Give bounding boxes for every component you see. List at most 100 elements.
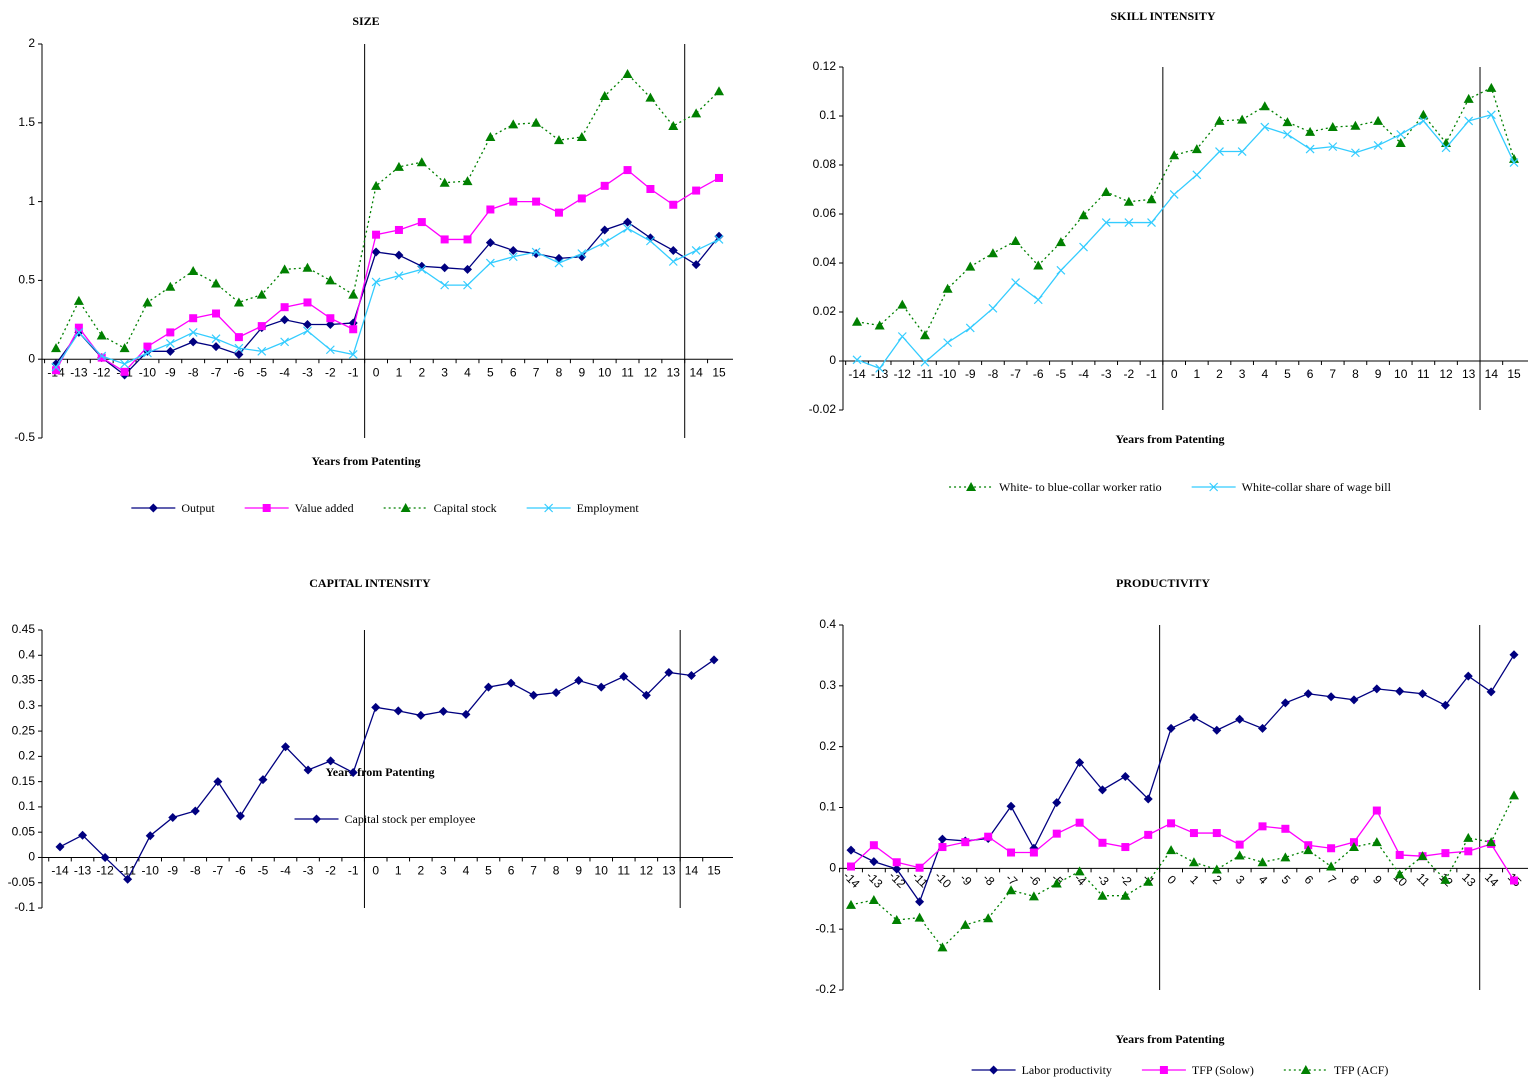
marker <box>1258 723 1268 733</box>
marker <box>1121 843 1130 852</box>
marker <box>686 670 696 680</box>
marker <box>915 897 925 907</box>
chart-title: SKILL INTENSITY <box>1110 9 1215 23</box>
marker <box>1052 829 1061 838</box>
y-tick-label: 0.08 <box>813 157 837 171</box>
marker <box>1007 848 1016 857</box>
x-tick-label: 3 <box>1239 367 1246 381</box>
x-tick-label: 6 <box>1302 872 1317 887</box>
marker <box>1188 857 1199 867</box>
marker <box>257 322 266 331</box>
marker <box>869 841 878 850</box>
marker <box>1441 849 1450 858</box>
marker <box>1257 857 1268 867</box>
marker <box>326 756 336 766</box>
marker <box>1486 110 1496 120</box>
marker <box>1209 482 1219 492</box>
marker <box>869 857 879 867</box>
marker <box>417 264 427 274</box>
marker <box>1079 242 1088 252</box>
marker <box>52 366 60 375</box>
y-tick-label: 1 <box>28 194 35 208</box>
marker <box>508 119 519 129</box>
x-tick-label: -5 <box>1056 367 1067 381</box>
marker <box>119 343 130 353</box>
marker <box>577 252 587 262</box>
marker <box>234 349 244 359</box>
marker <box>965 261 976 271</box>
marker <box>1101 218 1111 227</box>
x-tick-label: -4 <box>280 864 291 878</box>
marker <box>96 330 107 340</box>
legend-label: White- to blue-collar worker ratio <box>999 480 1162 494</box>
marker <box>1097 785 1107 795</box>
marker <box>1123 196 1134 206</box>
x-tick-label: -2 <box>325 864 336 878</box>
marker <box>325 345 335 355</box>
marker <box>966 482 977 491</box>
y-tick-label: 0.02 <box>813 304 837 318</box>
marker <box>1282 117 1293 127</box>
marker <box>691 260 701 270</box>
y-tick-label: -0.5 <box>14 430 35 444</box>
marker <box>485 258 495 268</box>
x-tick-label: 5 <box>487 365 494 379</box>
marker <box>123 874 133 884</box>
marker <box>1372 806 1381 815</box>
x-tick-label: 1 <box>396 365 403 379</box>
marker <box>1169 150 1180 160</box>
x-tick-label: -13 <box>74 864 92 878</box>
marker <box>1509 158 1519 167</box>
x-tick-label: -6 <box>234 365 245 379</box>
marker <box>1033 295 1043 305</box>
y-tick-label: 0.5 <box>18 273 35 287</box>
marker <box>1418 116 1428 126</box>
x-tick-label: 14 <box>689 365 703 379</box>
marker <box>348 289 359 299</box>
x-tick-label: 13 <box>1462 367 1476 381</box>
x-tick-label: 9 <box>1370 872 1385 887</box>
marker <box>897 299 908 309</box>
x-tick-label: 7 <box>530 864 537 878</box>
marker <box>897 332 907 341</box>
y-tick-label: 0.05 <box>12 824 36 838</box>
marker <box>189 314 198 323</box>
y-tick-label: 0.06 <box>813 206 837 220</box>
x-tick-label: 6 <box>1307 367 1314 381</box>
marker <box>600 225 610 235</box>
marker <box>619 672 629 682</box>
marker <box>508 245 518 255</box>
marker <box>1101 186 1112 196</box>
marker <box>1006 885 1017 895</box>
marker <box>1006 801 1016 811</box>
marker <box>937 834 947 844</box>
marker <box>920 357 930 367</box>
marker <box>371 277 381 287</box>
marker <box>506 678 516 688</box>
legend-item: Employment <box>526 501 639 515</box>
legend: Output Value added Capital stock Employment <box>131 501 639 515</box>
marker <box>1260 122 1270 132</box>
x-tick-label: 7 <box>1329 367 1336 381</box>
x-tick-label: -6 <box>235 864 246 878</box>
marker <box>847 862 855 871</box>
x-tick-label: 3 <box>441 365 448 379</box>
marker <box>1052 798 1062 808</box>
x-tick-label: 2 <box>1210 872 1225 887</box>
marker <box>1464 847 1473 856</box>
marker <box>551 688 561 698</box>
marker <box>914 912 925 922</box>
marker <box>1258 822 1267 831</box>
marker <box>1418 109 1429 119</box>
marker <box>984 832 993 841</box>
marker <box>97 353 106 362</box>
marker <box>1120 771 1130 781</box>
marker <box>439 177 450 187</box>
marker <box>942 283 953 293</box>
marker <box>509 197 518 206</box>
x-tick-label: -8 <box>988 367 999 381</box>
marker <box>257 346 267 356</box>
marker <box>281 742 291 752</box>
marker <box>483 682 493 692</box>
marker <box>577 194 586 203</box>
